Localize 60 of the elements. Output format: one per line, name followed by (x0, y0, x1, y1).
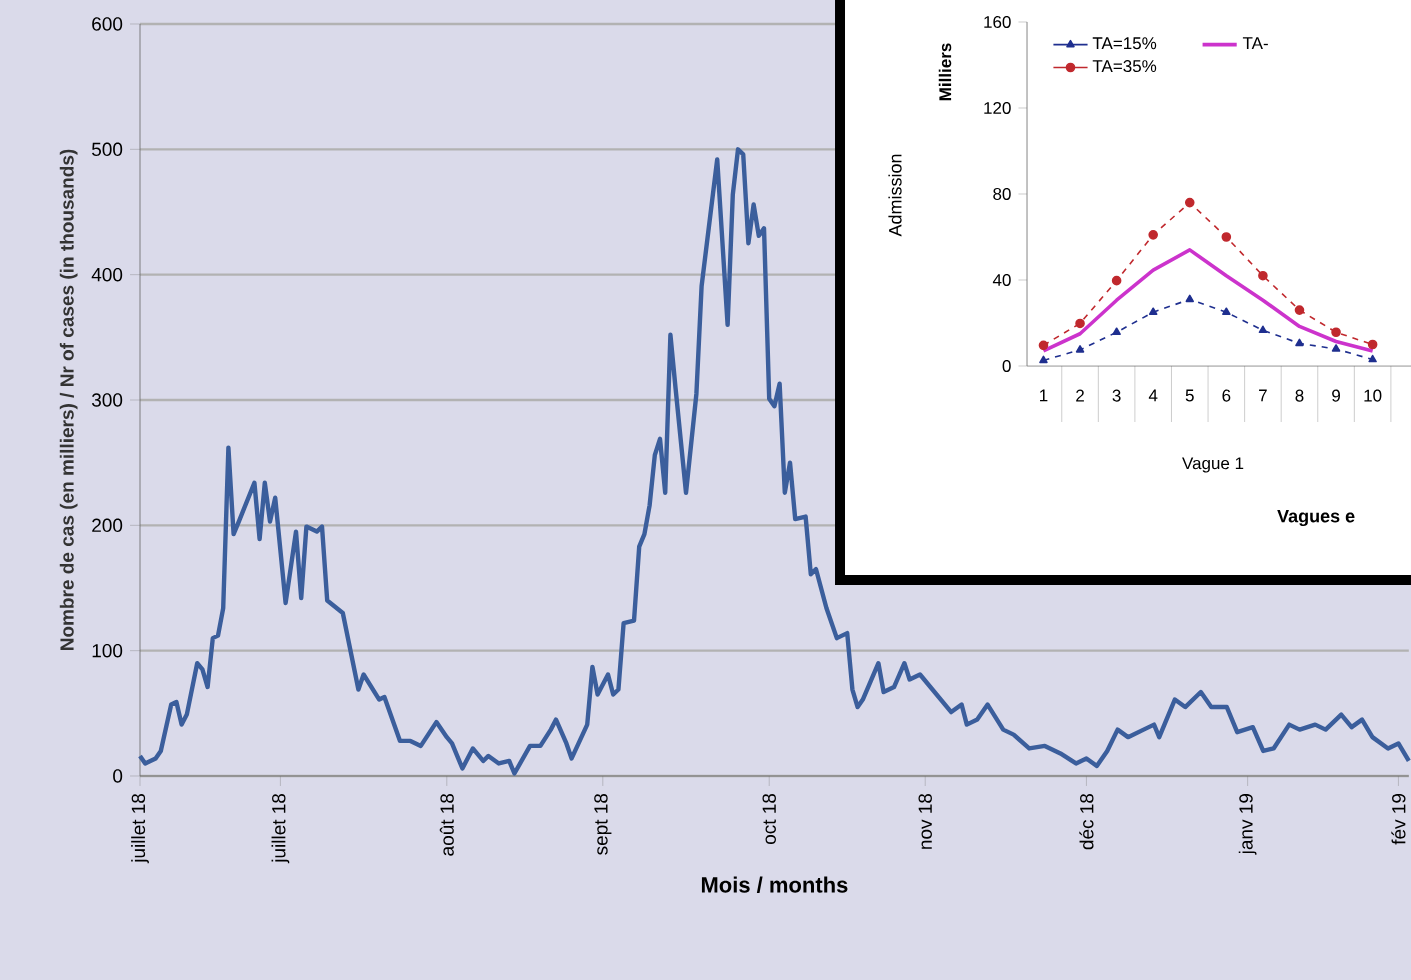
x-tick-label: 8 (1295, 389, 1304, 402)
y-tick-label: 40 (992, 273, 1011, 286)
y-tick-label: 120 (984, 101, 1011, 114)
y-tick-label: 200 (92, 518, 123, 533)
point (1039, 355, 1048, 364)
point (1258, 270, 1268, 281)
point (1331, 327, 1341, 338)
annotation: Milliers (938, 43, 952, 101)
y-tick-label: 0 (1002, 359, 1011, 372)
x-tick-label: 7 (1259, 389, 1267, 402)
x-tick-label: 3 (1112, 389, 1121, 402)
point (1258, 325, 1268, 334)
point (1148, 230, 1158, 240)
point (1184, 197, 1195, 208)
x-tick-label: 1 (1040, 389, 1048, 402)
x-tick-label: 9 (1332, 389, 1340, 402)
point (1367, 339, 1378, 350)
x-tick-label: 5 (1185, 389, 1194, 402)
point (1295, 338, 1304, 347)
y-tick-label: 100 (92, 643, 123, 658)
x-tick-label: 10 (1364, 389, 1382, 402)
point (1038, 340, 1049, 351)
point (1112, 327, 1121, 336)
y-tick-label: 0 (113, 769, 123, 783)
x-tick-label: déc 18 (1079, 793, 1094, 850)
y-tick-label: 300 (91, 393, 123, 407)
y-tick-label: 500 (91, 142, 123, 157)
x-axis-title: Mois / months (701, 876, 848, 893)
x-tick-label: 2 (1076, 389, 1084, 402)
point (1185, 294, 1195, 303)
point (1075, 318, 1085, 329)
point (1221, 232, 1232, 242)
legend-label: TA=35% (1092, 60, 1157, 73)
point (1222, 307, 1231, 316)
legend-label: TA=15% (1092, 37, 1157, 50)
x-tick-label: oct 18 (762, 793, 776, 845)
x-axis-title: Vagues e (1277, 509, 1355, 527)
x-tick-label: juillet 18 (271, 793, 290, 864)
y-tick-label: 160 (984, 15, 1011, 28)
x-tick-label: nov 18 (918, 793, 932, 849)
y-axis-title: Admission (888, 154, 902, 237)
point (1294, 305, 1305, 315)
y-tick-label: 600 (92, 17, 123, 31)
x-tick-label: août 18 (439, 793, 454, 856)
x-tick-label: sept 18 (594, 793, 612, 855)
point (1368, 354, 1377, 363)
y-axis-title: Nombre de cas (en milliers) / Nr of cases (in thousands) (59, 149, 78, 650)
point (1331, 344, 1341, 352)
point (1075, 345, 1085, 353)
x-tick-label: juillet 18 (131, 793, 149, 864)
x-tick-label: fév 19 (1391, 793, 1406, 845)
y-tick-label: 80 (993, 187, 1011, 200)
x-tick-label: 4 (1148, 389, 1158, 402)
point (1111, 275, 1122, 286)
point (1148, 307, 1158, 316)
annotation: Vague 1 (1182, 457, 1244, 473)
legend-label: TA- (1242, 37, 1268, 50)
x-tick-label: janv 19 (1238, 794, 1257, 855)
x-tick-label: 6 (1222, 389, 1231, 402)
y-tick-label: 400 (91, 267, 123, 282)
